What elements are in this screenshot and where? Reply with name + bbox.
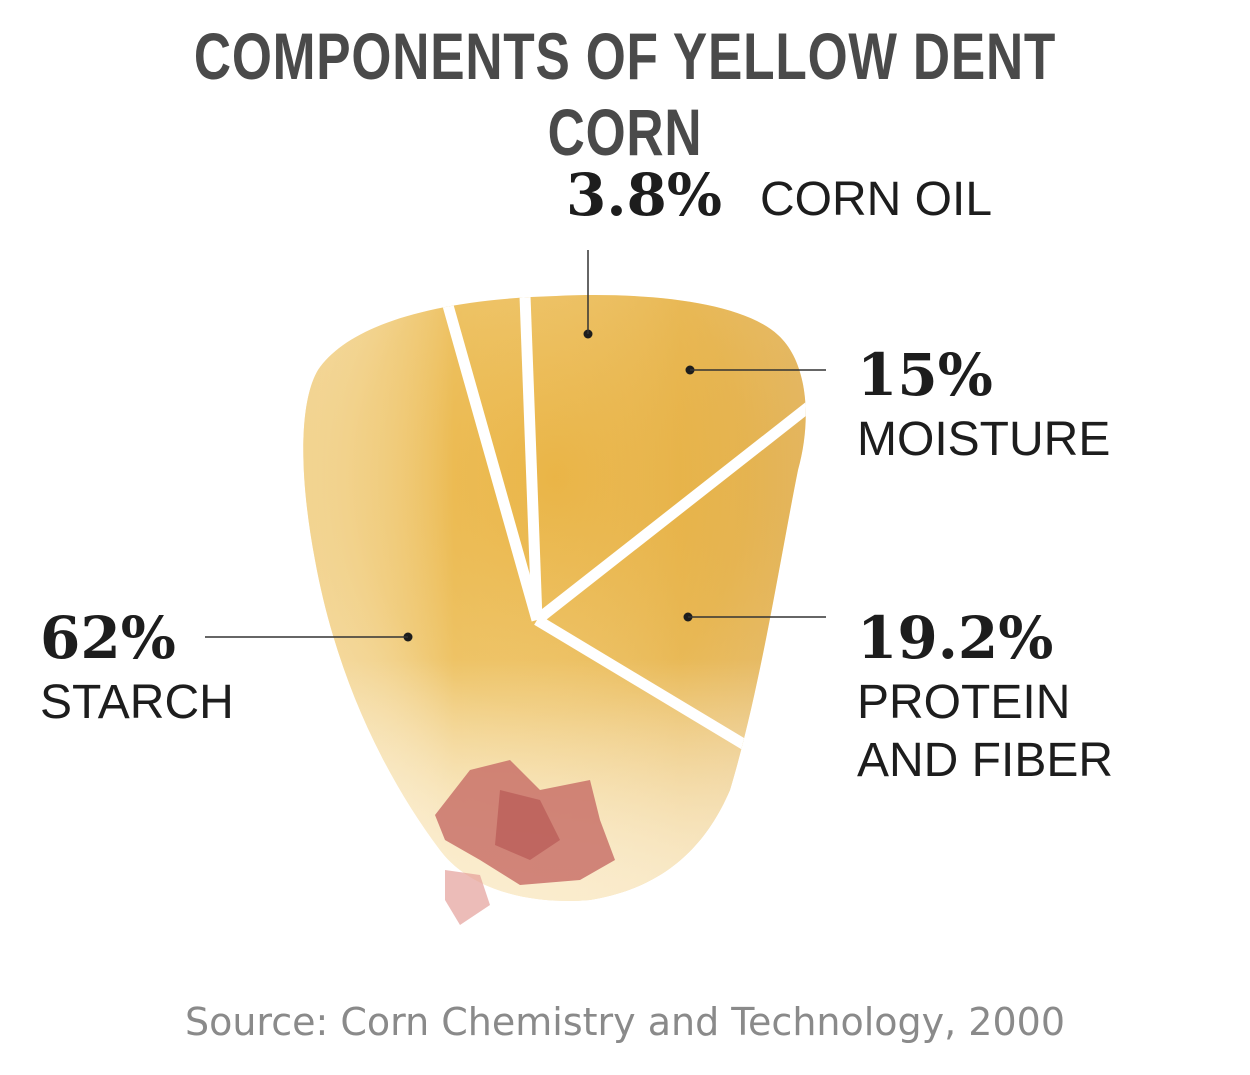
slice-label-corn-oil: 3.8% CORN OIL [566,161,992,229]
slice-value-protein-and-fiber: 19.2% [857,604,1053,672]
slice-separator-1 [390,295,543,622]
leader-lines [205,250,826,642]
chart-title: COMPONENTS OF YELLOW DENT CORN [193,19,1057,169]
slice-name-protein-and-fiber-line-1: PROTEIN [857,676,1070,729]
slice-label-starch: 62%STARCH [40,604,234,729]
slice-value-moisture: 15% [857,341,993,409]
kernel-shape [303,295,806,925]
slice-value-starch: 62% [40,604,176,672]
slice-label-moisture: 15%MOISTURE [857,341,1110,466]
kernel-tip-cap [435,760,615,925]
slice-separator-2 [512,295,543,621]
kernel-base-highlight [303,295,806,901]
slice-name-starch-line-1: STARCH [40,676,234,729]
slice-name-corn-oil: CORN OIL [760,173,992,226]
slice-name-moisture-line-1: MOISTURE [857,413,1110,466]
slice-value-corn-oil: 3.8% [566,161,722,229]
slice-name-protein-and-fiber-line-2: AND FIBER [857,734,1113,787]
slice-separator-3 [533,295,806,625]
source-note: Source: Corn Chemistry and Technology, 2… [184,1000,1066,1044]
